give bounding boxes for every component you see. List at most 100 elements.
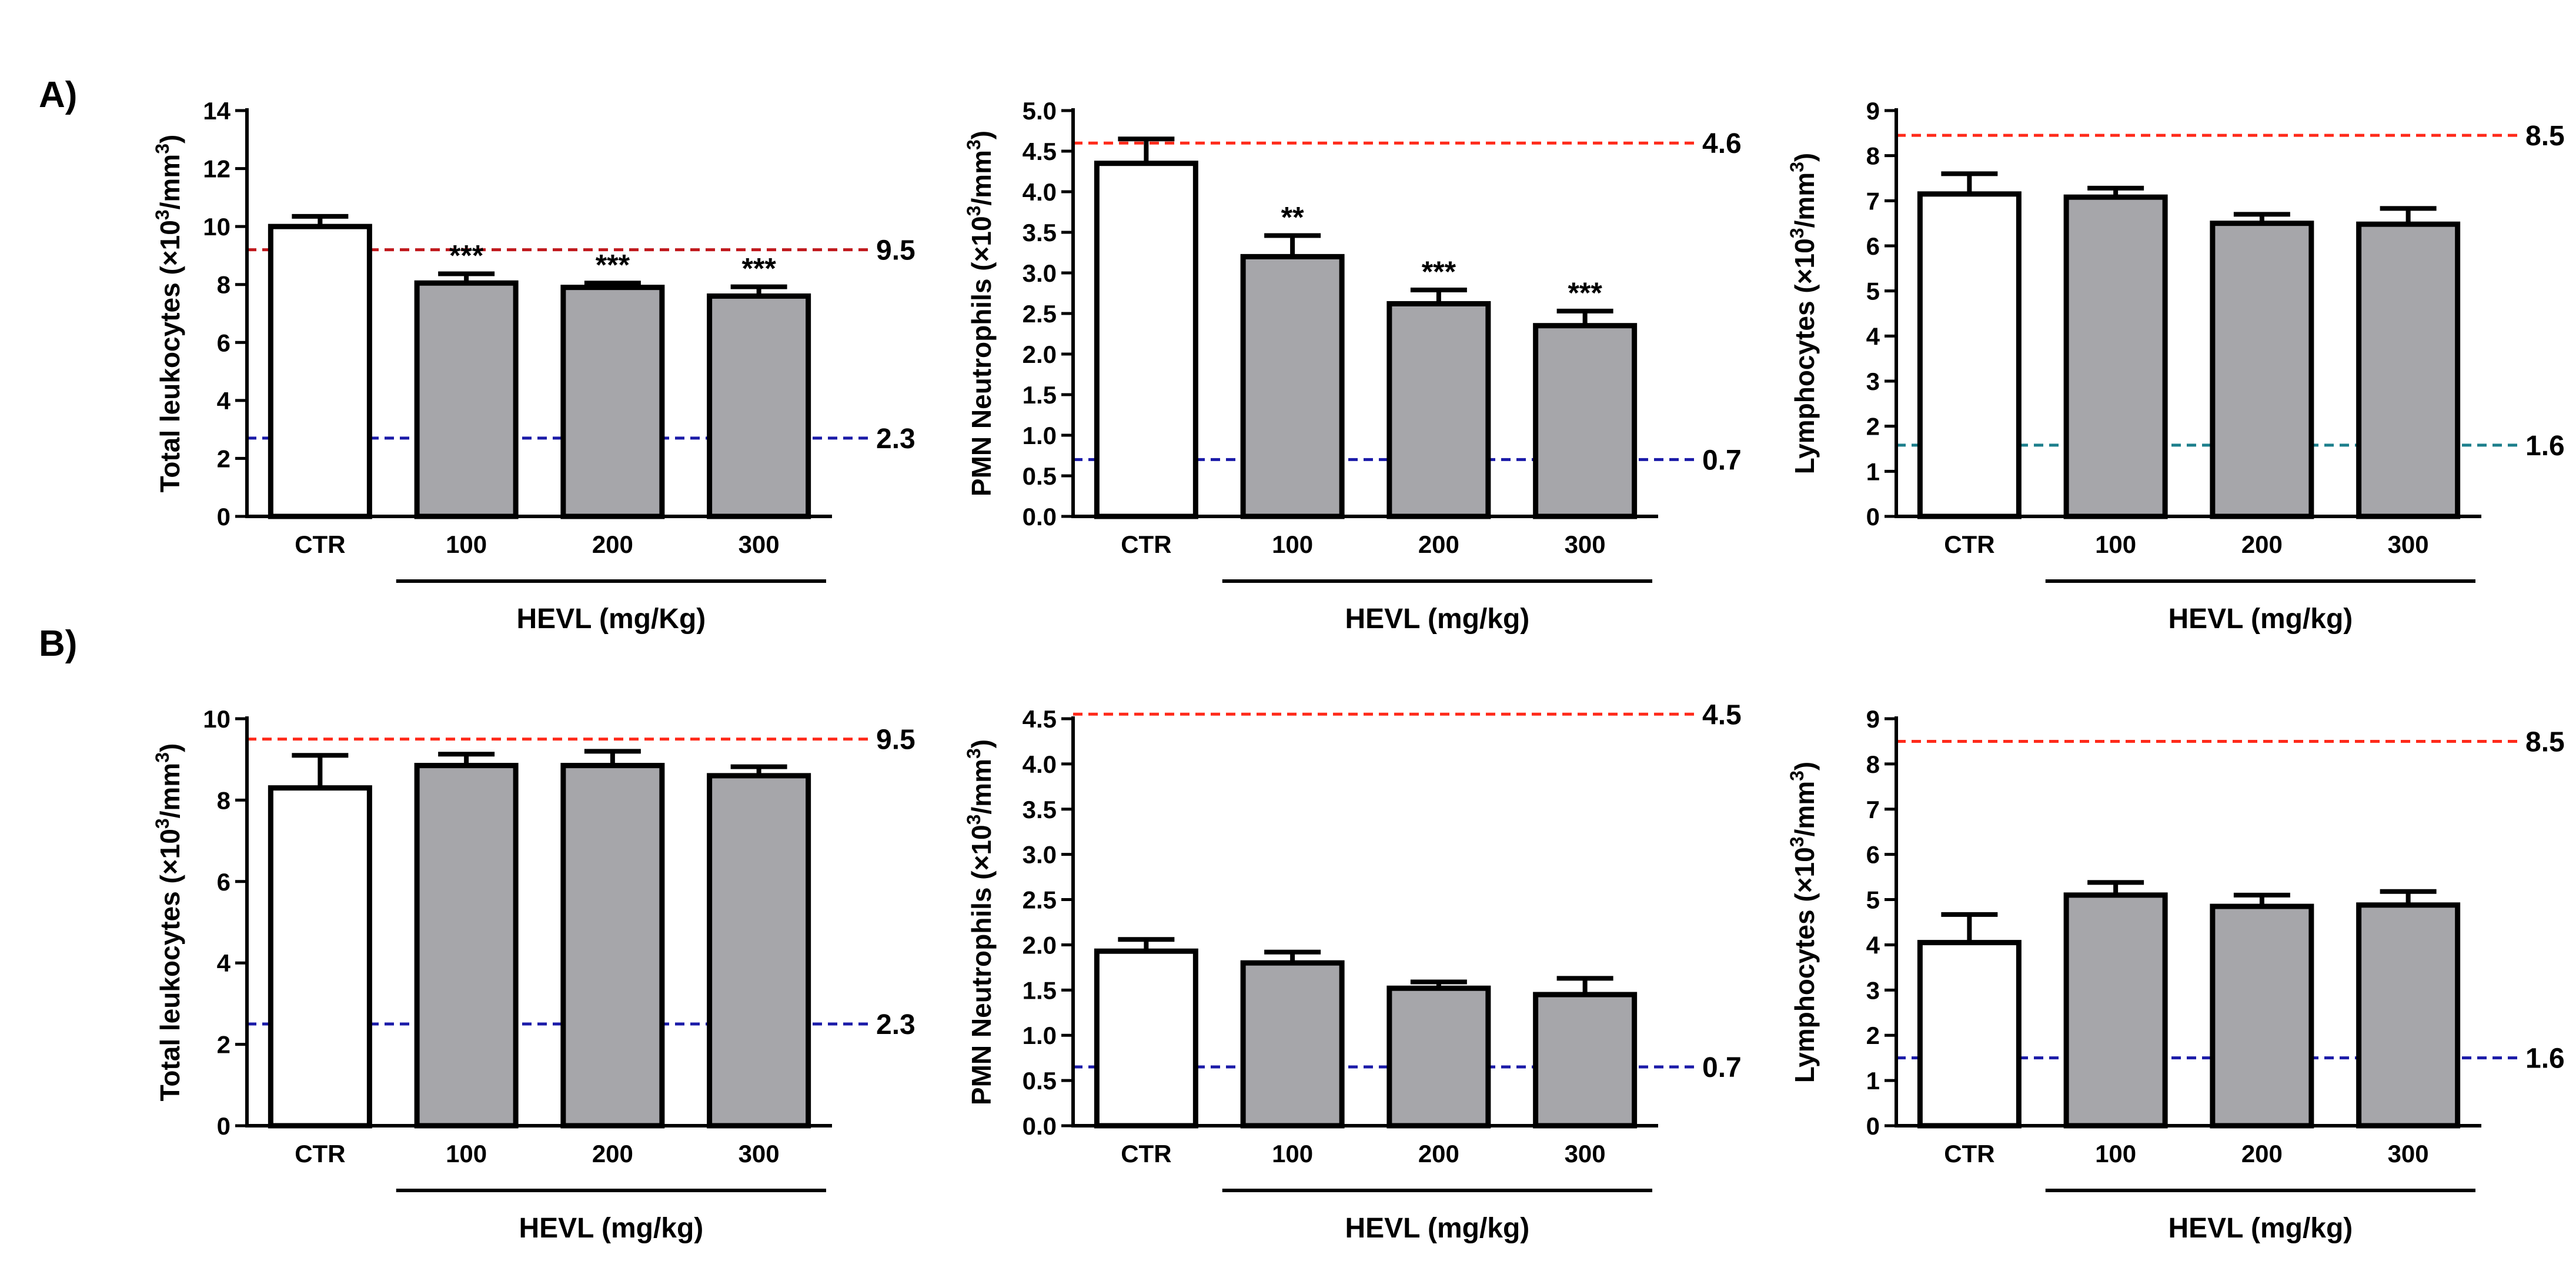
significance-label: ** bbox=[1281, 201, 1304, 234]
y-tick-label: 10 bbox=[203, 213, 230, 241]
bar-200 bbox=[1386, 985, 1491, 1129]
y-tick-label: 3.5 bbox=[1023, 796, 1057, 823]
y-tick-label: 6 bbox=[217, 868, 230, 896]
y-tick-label: 1.5 bbox=[1023, 381, 1057, 409]
y-tick-label: 6 bbox=[217, 329, 230, 356]
y-tick-label: 2 bbox=[1866, 1022, 1880, 1049]
group-label: HEVL (mg/kg) bbox=[2168, 603, 2353, 635]
y-tick-label: 2.5 bbox=[1023, 300, 1057, 328]
y-tick-label: 0.5 bbox=[1023, 462, 1057, 490]
x-tick-label: 100 bbox=[2095, 1140, 2136, 1167]
upper-reference-line-label: 8.5 bbox=[2525, 726, 2565, 758]
bar-300 bbox=[707, 293, 811, 519]
y-tick-label: 4 bbox=[1866, 322, 1880, 350]
upper-reference-line-label: 8.5 bbox=[2525, 121, 2565, 152]
y-tick-label: 2.0 bbox=[1023, 931, 1057, 959]
y-tick-label: 3.0 bbox=[1023, 259, 1057, 287]
y-tick-label: 0.0 bbox=[1023, 503, 1057, 531]
y-tick-label: 6 bbox=[1866, 841, 1880, 869]
x-tick-label: 100 bbox=[1272, 531, 1313, 558]
significance-label: *** bbox=[596, 248, 630, 281]
bar-200 bbox=[2210, 903, 2314, 1129]
bar-100 bbox=[2063, 194, 2168, 519]
y-tick-label: 7 bbox=[1866, 796, 1880, 823]
x-tick-label: CTR bbox=[295, 1140, 345, 1167]
y-axis-label: Total leukocytes (×103/mm3) bbox=[152, 135, 185, 493]
group-label: HEVL (mg/kg) bbox=[1345, 1213, 1529, 1244]
x-tick-label: 100 bbox=[446, 1140, 487, 1167]
upper-reference-line-label: 9.5 bbox=[876, 725, 916, 756]
bar-200 bbox=[2210, 221, 2314, 519]
y-tick-label: 0 bbox=[1866, 503, 1880, 531]
upper-reference-line-label: 4.6 bbox=[1702, 128, 1742, 159]
y-axis-label: Total leukocytes (×103/mm3) bbox=[152, 743, 185, 1102]
x-tick-label: CTR bbox=[1121, 531, 1171, 558]
lower-reference-line-label: 2.3 bbox=[876, 423, 916, 455]
y-tick-label: 1.0 bbox=[1023, 422, 1057, 449]
y-tick-label: 8 bbox=[217, 786, 230, 814]
y-tick-label: 1.0 bbox=[1023, 1022, 1057, 1049]
x-tick-label: 100 bbox=[446, 531, 487, 558]
significance-label: *** bbox=[741, 252, 776, 285]
bar-300 bbox=[1533, 992, 1638, 1129]
y-tick-label: 10 bbox=[203, 705, 230, 733]
upper-reference-line-label: 9.5 bbox=[876, 235, 916, 266]
y-tick-label: 4 bbox=[217, 949, 231, 977]
y-tick-label: 14 bbox=[203, 97, 230, 125]
bar-ctr bbox=[1917, 191, 2022, 519]
bar-100 bbox=[414, 280, 519, 519]
bar-300 bbox=[2356, 902, 2461, 1129]
bar-300 bbox=[707, 773, 811, 1129]
y-tick-label: 9 bbox=[1866, 705, 1880, 733]
bar-200 bbox=[560, 285, 665, 519]
y-tick-label: 3 bbox=[1866, 368, 1880, 395]
x-tick-label: 100 bbox=[2095, 531, 2136, 558]
lower-reference-line-label: 0.7 bbox=[1702, 1052, 1742, 1083]
y-tick-label: 5.0 bbox=[1023, 97, 1057, 125]
y-tick-label: 0 bbox=[217, 503, 230, 531]
y-tick-label: 3.0 bbox=[1023, 841, 1057, 869]
y-tick-label: 1 bbox=[1866, 458, 1880, 485]
panel-label-a: A) bbox=[39, 75, 77, 115]
chart-b3: 8.5 1.6 CTR 100 200 300 0 1 2 3 4 5 6 7 8 9 Lymphocytes … bbox=[1786, 705, 2565, 1244]
chart-a1: 9.5 2.3 CTR 100 *** 200 *** 300 *** 0 2 4 6 8 10 12 14 To… bbox=[152, 97, 916, 635]
x-tick-label: 300 bbox=[1565, 531, 1606, 558]
x-tick-label: CTR bbox=[1944, 1140, 1994, 1167]
chart-a3: 8.5 1.6 CTR 100 200 300 0 1 2 3 4 5 6 7 8 9 Lymphocytes … bbox=[1786, 97, 2565, 635]
bar-ctr bbox=[1094, 948, 1198, 1129]
bar-200 bbox=[1386, 301, 1491, 519]
y-tick-label: 5 bbox=[1866, 886, 1880, 914]
chart-a2: 4.6 0.7 CTR 100 ** 200 *** 300 *** 0.0 0.5 1.0 1.5 2.… bbox=[963, 97, 1742, 635]
x-tick-label: 300 bbox=[2388, 1140, 2429, 1167]
y-tick-label: 4 bbox=[1866, 931, 1880, 959]
y-tick-label: 4 bbox=[217, 387, 231, 415]
y-tick-label: 9 bbox=[1866, 97, 1880, 125]
y-axis-label: Lymphocytes (×103/mm3) bbox=[1786, 153, 1820, 474]
chart-b1: 9.5 2.3 CTR 100 200 300 0 2 4 6 8 10 Total leukocyte… bbox=[152, 705, 916, 1244]
y-tick-label: 1 bbox=[1866, 1067, 1880, 1095]
bar-ctr bbox=[1094, 161, 1198, 519]
y-tick-label: 8 bbox=[1866, 750, 1880, 778]
y-tick-label: 2 bbox=[217, 445, 230, 472]
y-tick-label: 4.0 bbox=[1023, 750, 1057, 778]
bar-100 bbox=[414, 763, 519, 1129]
y-tick-label: 0 bbox=[217, 1112, 230, 1140]
y-tick-label: 2.0 bbox=[1023, 341, 1057, 368]
y-tick-label: 4.5 bbox=[1023, 705, 1057, 733]
y-tick-label: 7 bbox=[1866, 187, 1880, 215]
x-tick-label: CTR bbox=[295, 531, 345, 558]
y-tick-label: 1.5 bbox=[1023, 976, 1057, 1004]
lower-reference-line-label: 1.6 bbox=[2525, 1043, 2565, 1075]
y-tick-label: 4.0 bbox=[1023, 178, 1057, 206]
y-tick-label: 0 bbox=[1866, 1112, 1880, 1140]
bar-300 bbox=[2356, 221, 2461, 519]
significance-label: *** bbox=[1422, 255, 1456, 288]
y-tick-label: 2 bbox=[217, 1031, 230, 1059]
bar-100 bbox=[1240, 253, 1345, 519]
x-tick-label: 300 bbox=[2388, 531, 2429, 558]
x-tick-label: 300 bbox=[739, 531, 780, 558]
y-axis-label: PMN Neutrophils (×103/mm3) bbox=[963, 131, 997, 496]
y-tick-label: 5 bbox=[1866, 278, 1880, 305]
bar-100 bbox=[2063, 892, 2168, 1129]
upper-reference-line-label: 4.5 bbox=[1702, 699, 1742, 730]
